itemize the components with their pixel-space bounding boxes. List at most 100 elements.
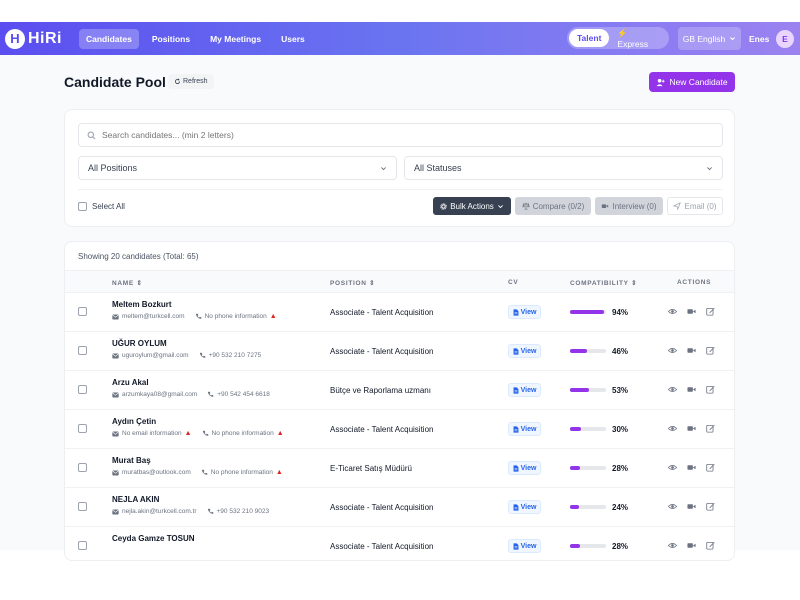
eye-icon[interactable]: [668, 463, 677, 472]
edit-icon[interactable]: [706, 502, 715, 511]
row-actions: [668, 385, 715, 394]
view-cv-button[interactable]: View: [508, 344, 541, 358]
mail-icon: [112, 431, 119, 436]
video-icon[interactable]: [687, 541, 696, 550]
video-icon[interactable]: [687, 385, 696, 394]
video-icon[interactable]: [687, 424, 696, 433]
candidate-email: meltem@turkcell.com: [122, 313, 185, 320]
video-icon[interactable]: [687, 346, 696, 355]
language-select[interactable]: GB English: [678, 27, 741, 50]
edit-icon[interactable]: [706, 541, 715, 550]
candidate-name[interactable]: Meltem Bozkurt: [112, 300, 172, 309]
candidate-email: uguroylum@gmail.com: [122, 352, 189, 359]
table-row[interactable]: UĞUR OYLUM uguroylum@gmail.com +90 532 210…: [65, 332, 734, 371]
results-count: Showing 20 candidates (Total: 65): [78, 252, 199, 261]
main-content: Candidate Pool Refresh New Candidate All…: [0, 55, 800, 561]
edit-icon[interactable]: [706, 424, 715, 433]
view-cv-button[interactable]: View: [508, 539, 541, 553]
interview-button[interactable]: Interview (0): [595, 197, 663, 215]
header-compatibility[interactable]: COMPATIBILITY ⇕: [570, 280, 638, 287]
candidate-name[interactable]: Arzu Akal: [112, 378, 149, 387]
view-cv-button[interactable]: View: [508, 461, 541, 475]
eye-icon[interactable]: [668, 307, 677, 316]
candidate-contact: arzumkaya08@gmail.com +90 542 454 6618: [112, 391, 270, 398]
phone-icon: [195, 313, 201, 319]
search-input[interactable]: [102, 130, 702, 140]
view-cv-button[interactable]: View: [508, 422, 541, 436]
table-row[interactable]: Aydın Çetin No email information ▲ No phone…: [65, 410, 734, 449]
row-checkbox[interactable]: [78, 385, 87, 394]
view-cv-button[interactable]: View: [508, 500, 541, 514]
video-icon[interactable]: [687, 502, 696, 511]
video-icon[interactable]: [687, 463, 696, 472]
eye-icon[interactable]: [668, 541, 677, 550]
chevron-down-icon: [497, 204, 503, 208]
document-icon: [513, 347, 519, 355]
header-position[interactable]: POSITION ⇕: [330, 280, 376, 287]
table-row[interactable]: Murat Baş muratbas@outlook.com No phone in…: [65, 449, 734, 488]
mode-talent[interactable]: Talent: [569, 29, 610, 47]
row-checkbox[interactable]: [78, 463, 87, 472]
row-checkbox[interactable]: [78, 541, 87, 550]
logo[interactable]: H HiRi: [5, 28, 62, 49]
edit-icon[interactable]: [706, 463, 715, 472]
view-cv-button[interactable]: View: [508, 383, 541, 397]
status-filter-select[interactable]: All Statuses: [404, 156, 723, 180]
row-actions: [668, 502, 715, 511]
email-button[interactable]: Email (0): [667, 197, 723, 215]
edit-icon[interactable]: [706, 307, 715, 316]
position-filter-select[interactable]: All Positions: [78, 156, 397, 180]
candidate-phone: No phone information: [204, 313, 267, 320]
select-all-checkbox[interactable]: [78, 202, 87, 211]
table-row[interactable]: Ceyda Gamze TOSUN Associate - Talent Acqu…: [65, 527, 734, 560]
compatibility-bar: [570, 505, 606, 509]
compare-button[interactable]: Compare (0/2): [515, 197, 591, 215]
phone-icon: [207, 508, 213, 514]
view-cv-button[interactable]: View: [508, 305, 541, 319]
candidate-name[interactable]: Murat Baş: [112, 456, 151, 465]
candidates-table: Showing 20 candidates (Total: 65) NAME ⇕…: [64, 241, 735, 561]
candidate-name[interactable]: Aydın Çetin: [112, 417, 157, 426]
nav-link-candidates[interactable]: Candidates: [79, 28, 139, 49]
eye-icon[interactable]: [668, 385, 677, 394]
table-row[interactable]: Meltem Bozkurt meltem@turkcell.com No phon…: [65, 293, 734, 332]
mail-icon: [112, 353, 119, 358]
avatar[interactable]: E: [776, 30, 794, 48]
view-cv-label: View: [520, 347, 537, 355]
bulk-actions-button[interactable]: Bulk Actions: [433, 197, 511, 215]
video-icon[interactable]: [687, 307, 696, 316]
edit-icon[interactable]: [706, 385, 715, 394]
warning-icon: ▲: [184, 430, 192, 437]
refresh-button[interactable]: Refresh: [168, 74, 214, 89]
email-label: Email (0): [684, 201, 717, 211]
row-checkbox[interactable]: [78, 346, 87, 355]
compatibility-bar-fill: [570, 427, 581, 431]
eye-icon[interactable]: [668, 502, 677, 511]
eye-icon[interactable]: [668, 346, 677, 355]
row-checkbox[interactable]: [78, 424, 87, 433]
new-candidate-button[interactable]: New Candidate: [649, 72, 735, 92]
mail-icon: [112, 392, 119, 397]
edit-icon[interactable]: [706, 346, 715, 355]
bulk-actions-label: Bulk Actions: [450, 201, 494, 211]
candidate-name[interactable]: Ceyda Gamze TOSUN: [112, 534, 195, 543]
table-row[interactable]: Arzu Akal arzumkaya08@gmail.com +90 542 45…: [65, 371, 734, 410]
candidate-name[interactable]: UĞUR OYLUM: [112, 339, 167, 348]
add-user-icon: [656, 78, 665, 86]
document-icon: [513, 464, 519, 472]
mode-express[interactable]: ⚡ Express: [617, 27, 649, 49]
candidate-position: E-Ticaret Satış Müdürü: [330, 464, 412, 473]
row-checkbox[interactable]: [78, 502, 87, 511]
header-name[interactable]: NAME ⇕: [112, 280, 143, 287]
candidate-name[interactable]: NEJLA AKIN: [112, 495, 160, 504]
row-checkbox[interactable]: [78, 307, 87, 316]
header-actions: ACTIONS: [677, 279, 712, 286]
nav-link-my-meetings[interactable]: My Meetings: [210, 33, 262, 44]
nav-link-positions[interactable]: Positions: [151, 33, 191, 44]
table-row[interactable]: NEJLA AKIN nejla.akin@turkcell.com.tr +90 …: [65, 488, 734, 527]
row-actions: [668, 424, 715, 433]
document-icon: [513, 542, 519, 550]
eye-icon[interactable]: [668, 424, 677, 433]
select-all[interactable]: Select All: [78, 202, 125, 211]
nav-link-users[interactable]: Users: [281, 33, 305, 44]
